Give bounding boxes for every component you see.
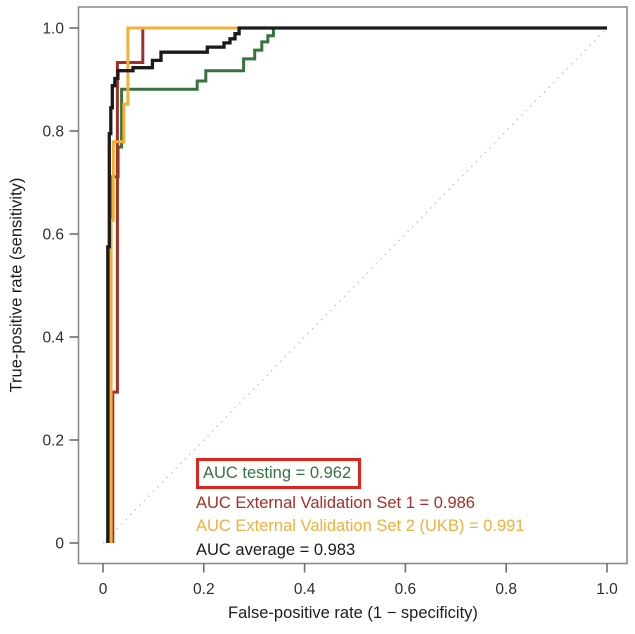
x-axis-label: False-positive rate (1 − specificity) xyxy=(228,604,478,622)
x-tick-label: 1.0 xyxy=(596,581,618,598)
legend-item-testing: AUC testing = 0.962 xyxy=(203,464,352,482)
y-tick-label: 0 xyxy=(55,536,64,553)
legend-item-external-validation-set-2-ukb: AUC External Validation Set 2 (UKB) = 0.… xyxy=(196,517,525,536)
plot-frame xyxy=(77,6,628,565)
roc-curve-external-validation-set-2-ukb xyxy=(109,26,607,543)
legend-item-average: AUC average = 0.983 xyxy=(196,540,356,559)
x-tick-label: 0.2 xyxy=(193,581,215,598)
x-tick-label: 0.4 xyxy=(294,581,316,598)
legend-item-external-validation-set-1: AUC External Validation Set 1 = 0.986 xyxy=(196,494,475,512)
legend-highlight-box: AUC testing = 0.962 xyxy=(196,458,362,489)
x-tick-label: 0.8 xyxy=(495,581,517,598)
y-tick-label: 0.4 xyxy=(42,330,64,347)
auc-legend: AUC testing = 0.962 AUC External Validat… xyxy=(196,458,525,562)
roc-curve-average xyxy=(106,26,607,543)
y-tick-label: 0.8 xyxy=(42,124,64,141)
x-tick-label: 0.6 xyxy=(395,581,417,598)
legend-row-testing: AUC testing = 0.962 xyxy=(196,458,525,492)
y-tick-label: 1.0 xyxy=(42,21,64,38)
x-tick-label: 0 xyxy=(99,581,108,598)
y-axis-label: True-positive rate (sensitivity) xyxy=(7,177,26,393)
y-tick-label: 0.6 xyxy=(42,227,64,244)
y-tick-label: 0.2 xyxy=(42,433,64,450)
